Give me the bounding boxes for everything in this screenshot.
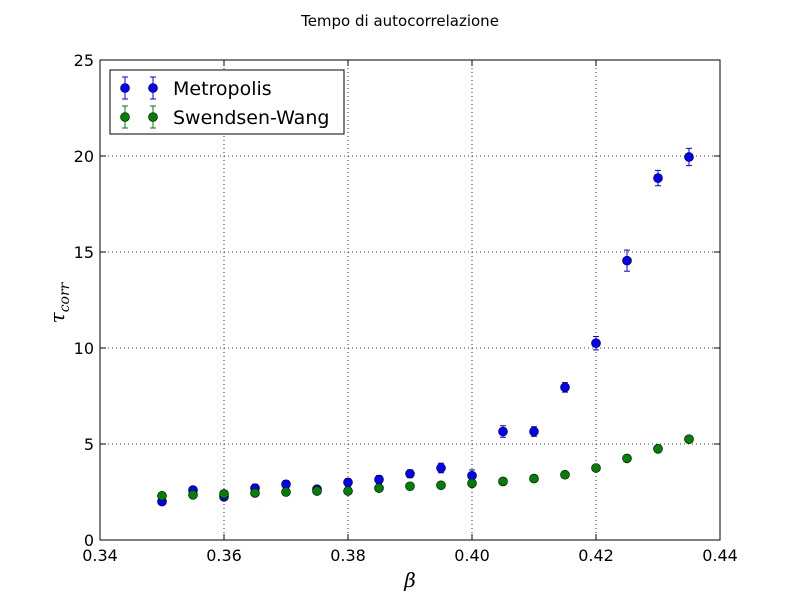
marker-metropolis bbox=[498, 426, 508, 437]
marker-swendsen-wang bbox=[560, 469, 570, 480]
data-point-swendsen-wang bbox=[684, 434, 694, 445]
data-point-swendsen-wang bbox=[343, 486, 353, 496]
data-point-metropolis bbox=[529, 426, 539, 437]
marker-swendsen-wang bbox=[436, 480, 446, 491]
marker-swendsen-wang bbox=[653, 443, 663, 454]
marker-swendsen-wang bbox=[281, 487, 291, 497]
y-axis-label: τcorr bbox=[45, 281, 73, 323]
marker-metropolis bbox=[684, 152, 694, 162]
data-point-metropolis bbox=[622, 249, 632, 272]
y-axis-label-subscript: corr bbox=[57, 281, 73, 312]
marker-metropolis bbox=[622, 255, 632, 266]
y-tick-label: 15 bbox=[74, 243, 94, 262]
y-tick-labels: 0 5 10 15 20 25 bbox=[74, 51, 94, 550]
marker-metropolis bbox=[374, 474, 384, 485]
marker-metropolis bbox=[343, 477, 353, 488]
data-point-swendsen-wang bbox=[157, 491, 167, 501]
data-point-swendsen-wang bbox=[374, 483, 384, 493]
x-tick-label: 0.44 bbox=[702, 546, 738, 565]
legend-entry-swendsen-wang: Swendsen-Wang bbox=[120, 105, 329, 129]
legend-label-swendsen-wang: Swendsen-Wang bbox=[173, 107, 329, 129]
marker-metropolis bbox=[436, 463, 446, 473]
y-tick-label: 10 bbox=[74, 339, 94, 358]
marker-metropolis bbox=[405, 468, 415, 479]
marker-swendsen-wang bbox=[219, 489, 229, 499]
legend: Metropolis Swendsen-Wang bbox=[109, 69, 345, 135]
data-point-metropolis bbox=[281, 479, 291, 490]
marker-swendsen-wang bbox=[467, 478, 477, 489]
marker-swendsen-wang bbox=[498, 476, 508, 487]
data-point-swendsen-wang bbox=[436, 480, 446, 491]
data-point-metropolis bbox=[560, 382, 570, 393]
legend-marker bbox=[148, 112, 158, 122]
data-point-swendsen-wang bbox=[622, 453, 632, 464]
data-point-swendsen-wang bbox=[405, 481, 415, 492]
marker-metropolis bbox=[560, 382, 570, 393]
marker-swendsen-wang bbox=[312, 486, 322, 496]
x-tick-label: 0.34 bbox=[82, 546, 118, 565]
plot-area-frame bbox=[99, 59, 721, 541]
marker-swendsen-wang bbox=[405, 481, 415, 492]
marker-swendsen-wang bbox=[529, 473, 539, 484]
legend-label-metropolis: Metropolis bbox=[173, 78, 272, 100]
legend-box bbox=[109, 69, 345, 135]
marker-swendsen-wang bbox=[157, 491, 167, 501]
legend-marker bbox=[148, 83, 158, 93]
data-point-swendsen-wang bbox=[312, 486, 322, 496]
legend-marker bbox=[120, 83, 130, 93]
marker-swendsen-wang bbox=[622, 453, 632, 464]
data-point-metropolis bbox=[374, 474, 384, 485]
marker-metropolis bbox=[653, 173, 663, 183]
y-tick-label: 5 bbox=[84, 435, 94, 454]
x-tick-label: 0.42 bbox=[578, 546, 614, 565]
data-point-swendsen-wang bbox=[188, 490, 198, 500]
marker-metropolis bbox=[591, 338, 601, 349]
y-tick-label: 20 bbox=[74, 147, 94, 166]
data-point-swendsen-wang bbox=[498, 476, 508, 487]
x-tick-label: 0.40 bbox=[454, 546, 490, 565]
marker-swendsen-wang bbox=[374, 483, 384, 493]
grid-lines bbox=[100, 60, 720, 540]
data-series bbox=[157, 147, 694, 507]
data-point-swendsen-wang bbox=[219, 489, 229, 499]
marker-swendsen-wang bbox=[684, 434, 694, 445]
x-tick-labels: 0.34 0.36 0.38 0.40 0.42 0.44 bbox=[82, 546, 738, 565]
data-point-metropolis bbox=[684, 147, 694, 167]
y-tick-label: 25 bbox=[74, 51, 94, 70]
data-point-swendsen-wang bbox=[467, 478, 477, 489]
data-point-metropolis bbox=[498, 425, 508, 438]
data-point-metropolis bbox=[343, 477, 353, 488]
data-point-swendsen-wang bbox=[591, 463, 601, 473]
data-point-metropolis bbox=[591, 335, 601, 351]
x-axis-label: β bbox=[403, 568, 416, 592]
marker-metropolis bbox=[529, 426, 539, 437]
y-axis-label-base: τ bbox=[45, 311, 69, 323]
marker-swendsen-wang bbox=[188, 490, 198, 500]
y-tick-label: 0 bbox=[84, 531, 94, 550]
x-tick-label: 0.38 bbox=[330, 546, 366, 565]
chart-title: Tempo di autocorrelazione bbox=[300, 12, 499, 30]
data-point-swendsen-wang bbox=[560, 469, 570, 480]
data-point-swendsen-wang bbox=[250, 488, 260, 498]
marker-swendsen-wang bbox=[591, 463, 601, 473]
x-tick-label: 0.36 bbox=[206, 546, 242, 565]
legend-entry-metropolis: Metropolis bbox=[120, 76, 272, 100]
data-point-metropolis bbox=[436, 462, 446, 474]
data-point-metropolis bbox=[653, 169, 663, 187]
marker-swendsen-wang bbox=[250, 488, 260, 498]
data-point-metropolis bbox=[405, 468, 415, 479]
marker-swendsen-wang bbox=[343, 486, 353, 496]
data-point-swendsen-wang bbox=[281, 487, 291, 497]
data-point-swendsen-wang bbox=[529, 473, 539, 484]
series-swendsen-wang bbox=[157, 434, 694, 501]
legend-marker bbox=[120, 112, 130, 122]
data-point-swendsen-wang bbox=[653, 443, 663, 454]
